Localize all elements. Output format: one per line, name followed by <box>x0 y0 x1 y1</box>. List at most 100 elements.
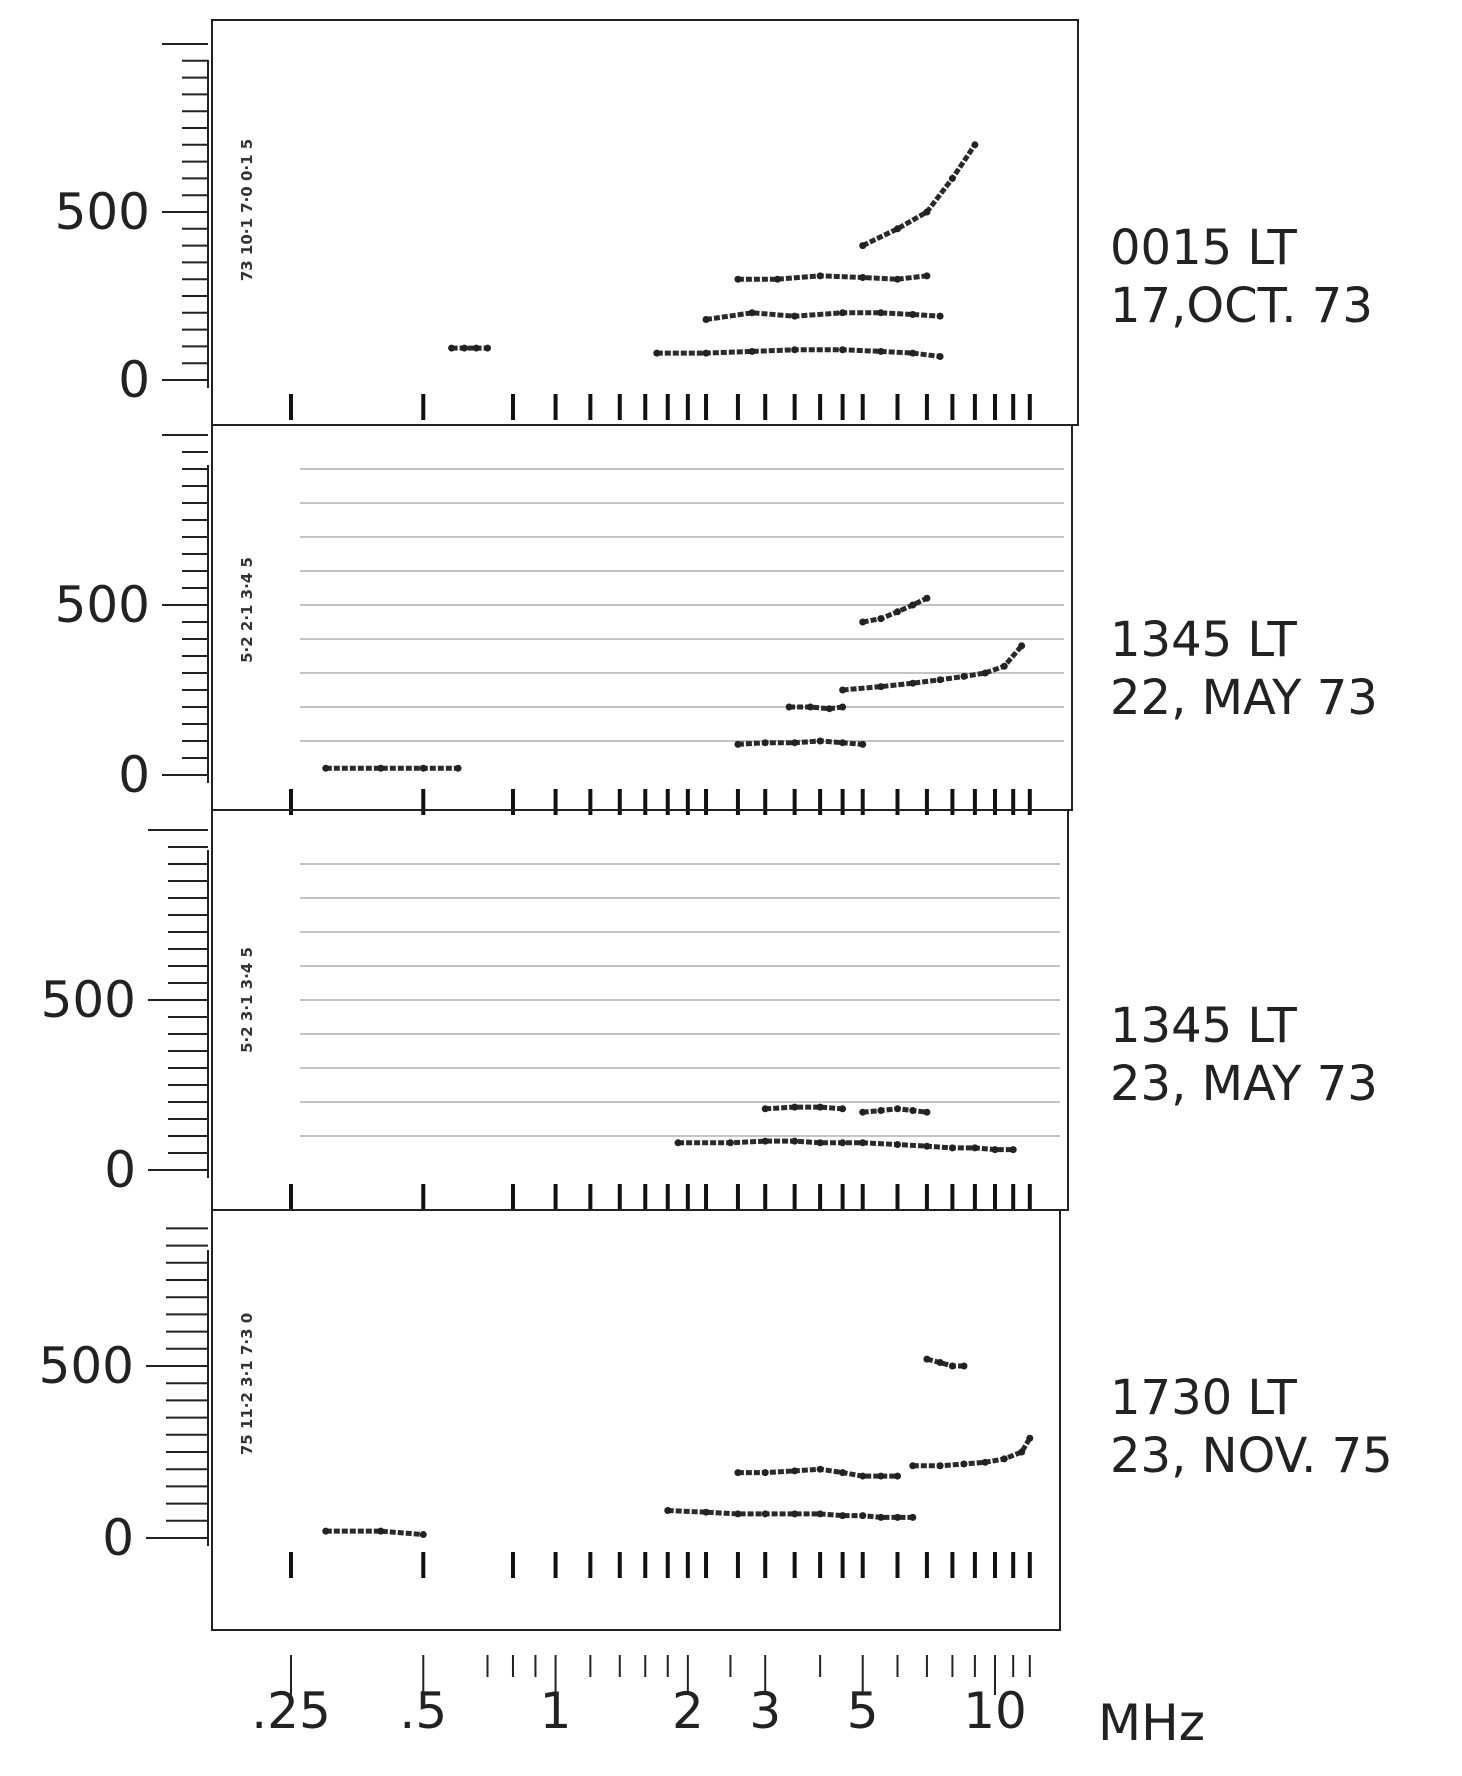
echo-point <box>1018 1448 1026 1456</box>
echo-point <box>702 316 710 324</box>
echo-point <box>936 1359 944 1367</box>
echo-point <box>877 683 885 691</box>
echo-point <box>991 1146 999 1154</box>
echo-point <box>877 615 885 623</box>
echo-point <box>791 312 799 320</box>
echo-point <box>785 703 793 711</box>
echo-point <box>839 1469 847 1477</box>
echo-point <box>653 349 661 357</box>
echo-point <box>877 309 885 317</box>
echo-point <box>877 1513 885 1521</box>
channel-code: 75 11·2 3·1 7·3 0 <box>238 1313 256 1455</box>
echo-point <box>761 1469 769 1477</box>
y-tick-label: 500 <box>55 576 150 634</box>
x-tick-label: .25 <box>251 1682 331 1740</box>
echo-point <box>936 352 944 360</box>
echo-point <box>419 1531 427 1539</box>
x-tick-label: .5 <box>399 1682 447 1740</box>
echo-point <box>960 1460 968 1468</box>
x-tick-label: 10 <box>963 1682 1027 1740</box>
echo-point <box>981 1458 989 1466</box>
echo-point <box>748 309 756 317</box>
echo-point <box>877 1107 885 1114</box>
echo-point <box>702 1508 710 1516</box>
y-tick-label: 0 <box>118 746 150 804</box>
echo-point <box>923 1108 931 1116</box>
echo-point <box>936 1462 944 1470</box>
echo-trace <box>656 347 941 359</box>
echo-point <box>1000 1455 1008 1463</box>
echo-trace <box>861 143 977 248</box>
echo-trace <box>737 273 928 282</box>
x-tick-label: 2 <box>672 1682 704 1740</box>
echo-point <box>859 274 867 282</box>
x-unit-label: MHz <box>1098 1694 1205 1752</box>
echo-point <box>816 1510 824 1518</box>
echo-point <box>839 739 847 747</box>
y-tick-label: 0 <box>102 1509 134 1567</box>
echo-point <box>877 1472 885 1480</box>
echo-point <box>859 242 867 250</box>
y-tick-label: 500 <box>41 971 136 1029</box>
panel-frame <box>211 809 1069 1211</box>
echo-point <box>726 1139 734 1147</box>
panel-frame <box>211 1209 1061 1631</box>
echo-point <box>791 1510 799 1518</box>
echo-point <box>702 349 710 357</box>
channel-code: 73 10·1 7·0 0·1 5 <box>238 139 256 281</box>
echo-point <box>377 1527 385 1535</box>
echo-point <box>1026 1434 1034 1442</box>
panel-caption-time: 1730 LT <box>1110 1370 1298 1426</box>
echo-point <box>322 764 330 772</box>
panel-caption-date: 23, MAY 73 <box>1110 1056 1378 1112</box>
echo-point <box>419 764 427 772</box>
echo-point <box>1000 662 1008 670</box>
echo-point <box>839 703 847 711</box>
echo-point <box>761 739 769 747</box>
echo-point <box>839 309 847 317</box>
echo-point <box>936 676 944 684</box>
echo-point <box>859 618 867 626</box>
echo-point <box>761 1137 769 1145</box>
echo-point <box>971 141 979 149</box>
channel-code: 5·2 3·1 3·4 5 <box>238 947 256 1053</box>
echo-point <box>859 1139 867 1147</box>
echo-point <box>859 740 867 748</box>
echo-point <box>948 1144 956 1152</box>
echo-point <box>322 1527 330 1535</box>
echo-point <box>761 1105 769 1113</box>
echo-point <box>909 1107 917 1114</box>
echo-point <box>909 1513 917 1521</box>
echo-point <box>894 275 902 283</box>
echo-point <box>791 1467 799 1475</box>
y-tick-label: 0 <box>118 351 150 409</box>
echo-point <box>971 1144 979 1152</box>
echo-point <box>877 347 885 355</box>
panel-caption-date: 23, NOV. 75 <box>1110 1428 1393 1484</box>
echo-point <box>923 594 931 602</box>
echo-point <box>960 672 968 680</box>
echo-point <box>909 679 917 687</box>
echo-point <box>734 1510 742 1518</box>
echo-point <box>923 1355 931 1363</box>
echo-point <box>894 1513 902 1521</box>
echo-point <box>460 344 468 352</box>
echo-point <box>894 1472 902 1480</box>
echo-point <box>806 703 814 711</box>
echo-point <box>894 608 902 616</box>
echo-trace <box>705 310 941 322</box>
y-tick-label: 500 <box>39 1337 134 1395</box>
echo-point <box>1018 642 1026 650</box>
echo-point <box>859 1472 867 1480</box>
echo-point <box>839 1139 847 1147</box>
panel-frame <box>211 424 1073 811</box>
echo-trace <box>912 1436 1032 1469</box>
echo-trace <box>789 704 843 712</box>
echo-point <box>791 346 799 354</box>
echo-point <box>734 1469 742 1477</box>
echo-trace <box>325 1528 424 1538</box>
echo-point <box>761 1510 769 1518</box>
echo-point <box>859 1108 867 1116</box>
